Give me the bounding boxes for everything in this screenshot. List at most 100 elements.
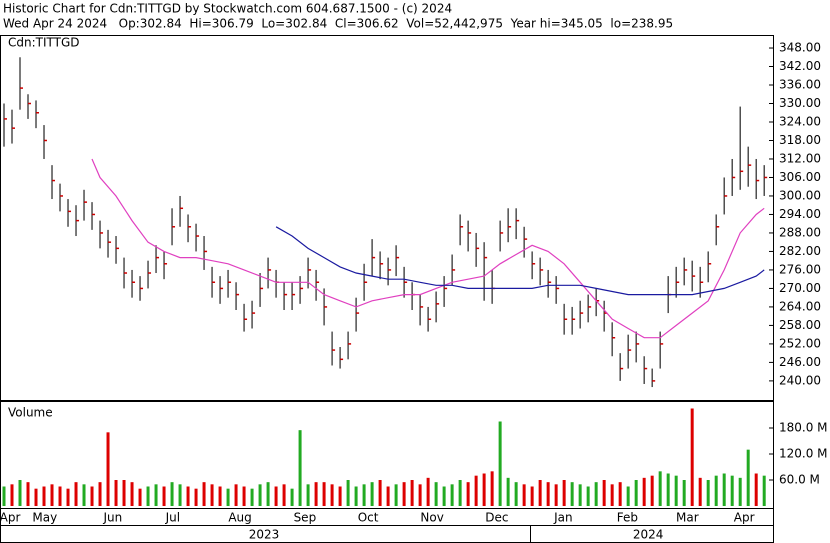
volume-bar: [682, 480, 686, 506]
volume-bar: [66, 488, 70, 506]
y-tick-label: 246.00: [779, 355, 821, 369]
moving-average: [275, 226, 765, 296]
volume-bar: [178, 484, 182, 506]
volume-bar: [618, 482, 622, 506]
volume-bar: [522, 484, 526, 506]
volume-bar: [754, 473, 758, 506]
volume-bar: [722, 473, 726, 506]
volume-bar: [426, 477, 430, 506]
volume-bar: [562, 480, 566, 506]
volume-bar: [586, 486, 590, 506]
volume-bar: [42, 486, 46, 506]
volume-bar: [274, 486, 278, 506]
volume-bar: [218, 486, 222, 506]
volume-bar: [10, 484, 14, 506]
x-tick-label: Jun: [102, 511, 122, 525]
volume-bar: [666, 473, 670, 506]
volume-bar: [298, 430, 302, 506]
x-tick-label: Aug: [228, 511, 251, 525]
x-tick-label: Dec: [485, 511, 508, 525]
volume-bar: [186, 486, 190, 506]
volume-bar: [394, 484, 398, 506]
y2-tick-label: 120.0 M: [779, 447, 828, 461]
volume-bar: [58, 486, 62, 506]
y-tick-label: 348.00: [779, 41, 821, 55]
volume-bar: [226, 488, 230, 506]
volume-bar: [322, 482, 326, 506]
volume-bar: [154, 484, 158, 506]
x-tick-label: Sep: [294, 511, 317, 525]
volume-bar: [674, 475, 678, 506]
volume-bar: [698, 477, 702, 506]
volume-bar: [650, 475, 654, 506]
volume-bar: [570, 482, 574, 506]
y-tick-label: 312.00: [779, 151, 821, 165]
volume-bar: [402, 482, 406, 506]
volume-bar: [330, 484, 334, 506]
volume-bar: [250, 488, 254, 506]
y-tick-label: 240.00: [779, 373, 821, 387]
volume-bar: [138, 488, 142, 506]
volume-bar: [130, 482, 134, 506]
y-tick-label: 258.00: [779, 318, 821, 332]
volume-bar: [530, 486, 534, 506]
volume-bar: [714, 475, 718, 506]
volume-bar: [474, 475, 478, 506]
x-tick-label: Jan: [553, 511, 573, 525]
volume-bar: [546, 482, 550, 506]
y-tick-label: 342.00: [779, 59, 821, 73]
moving-average: [91, 158, 765, 339]
volume-bar: [2, 486, 6, 506]
volume-bar: [242, 486, 246, 506]
y2-tick-label: 60.0 M: [779, 473, 820, 487]
volume-bar: [202, 482, 206, 506]
volume-bar: [690, 408, 694, 506]
volume-bar: [450, 484, 454, 506]
y-tick-label: 282.00: [779, 244, 821, 258]
y2-tick-label: 180.0 M: [779, 421, 828, 435]
volume-bar: [602, 480, 606, 506]
volume-bar: [418, 484, 422, 506]
volume-bar: [306, 484, 310, 506]
volume-bar: [234, 484, 238, 506]
volume-bar: [762, 475, 766, 506]
volume-bar: [482, 473, 486, 506]
chart-title: Historic Chart for Cdn:TITTGD by Stockwa…: [3, 2, 452, 16]
volume-bar: [210, 484, 214, 506]
y-tick-label: 264.00: [779, 299, 821, 313]
y-tick-label: 330.00: [779, 96, 821, 110]
volume-bar: [458, 480, 462, 506]
volume-bar: [346, 480, 350, 506]
year-label: 2023: [249, 528, 280, 542]
x-tick-label: Jul: [165, 511, 180, 525]
y-tick-label: 288.00: [779, 225, 821, 239]
volume-bar: [258, 484, 262, 506]
volume-bar: [578, 484, 582, 506]
volume-bar: [626, 486, 630, 506]
y-tick-label: 294.00: [779, 207, 821, 221]
volume-bar: [90, 486, 94, 506]
y-tick-label: 252.00: [779, 336, 821, 350]
year-label: 2024: [633, 528, 664, 542]
volume-bar: [378, 480, 382, 506]
volume-bar: [634, 480, 638, 506]
volume-bar: [290, 488, 294, 506]
volume-bar: [594, 482, 598, 506]
volume-bar: [706, 480, 710, 506]
x-tick-label: Nov: [420, 511, 443, 525]
volume-bar: [266, 482, 270, 506]
volume-bar: [114, 480, 118, 506]
volume-bar: [170, 482, 174, 506]
volume-bar: [338, 486, 342, 506]
volume-bar: [434, 482, 438, 506]
volume-bar: [194, 488, 198, 506]
volume-bar: [106, 432, 110, 506]
volume-bar: [314, 482, 318, 506]
y-tick-label: 270.00: [779, 281, 821, 295]
volume-bar: [554, 484, 558, 506]
x-tick-label: Feb: [617, 511, 638, 525]
y-tick-label: 318.00: [779, 133, 821, 147]
volume-bar: [26, 482, 30, 506]
volume-bar: [746, 449, 750, 506]
